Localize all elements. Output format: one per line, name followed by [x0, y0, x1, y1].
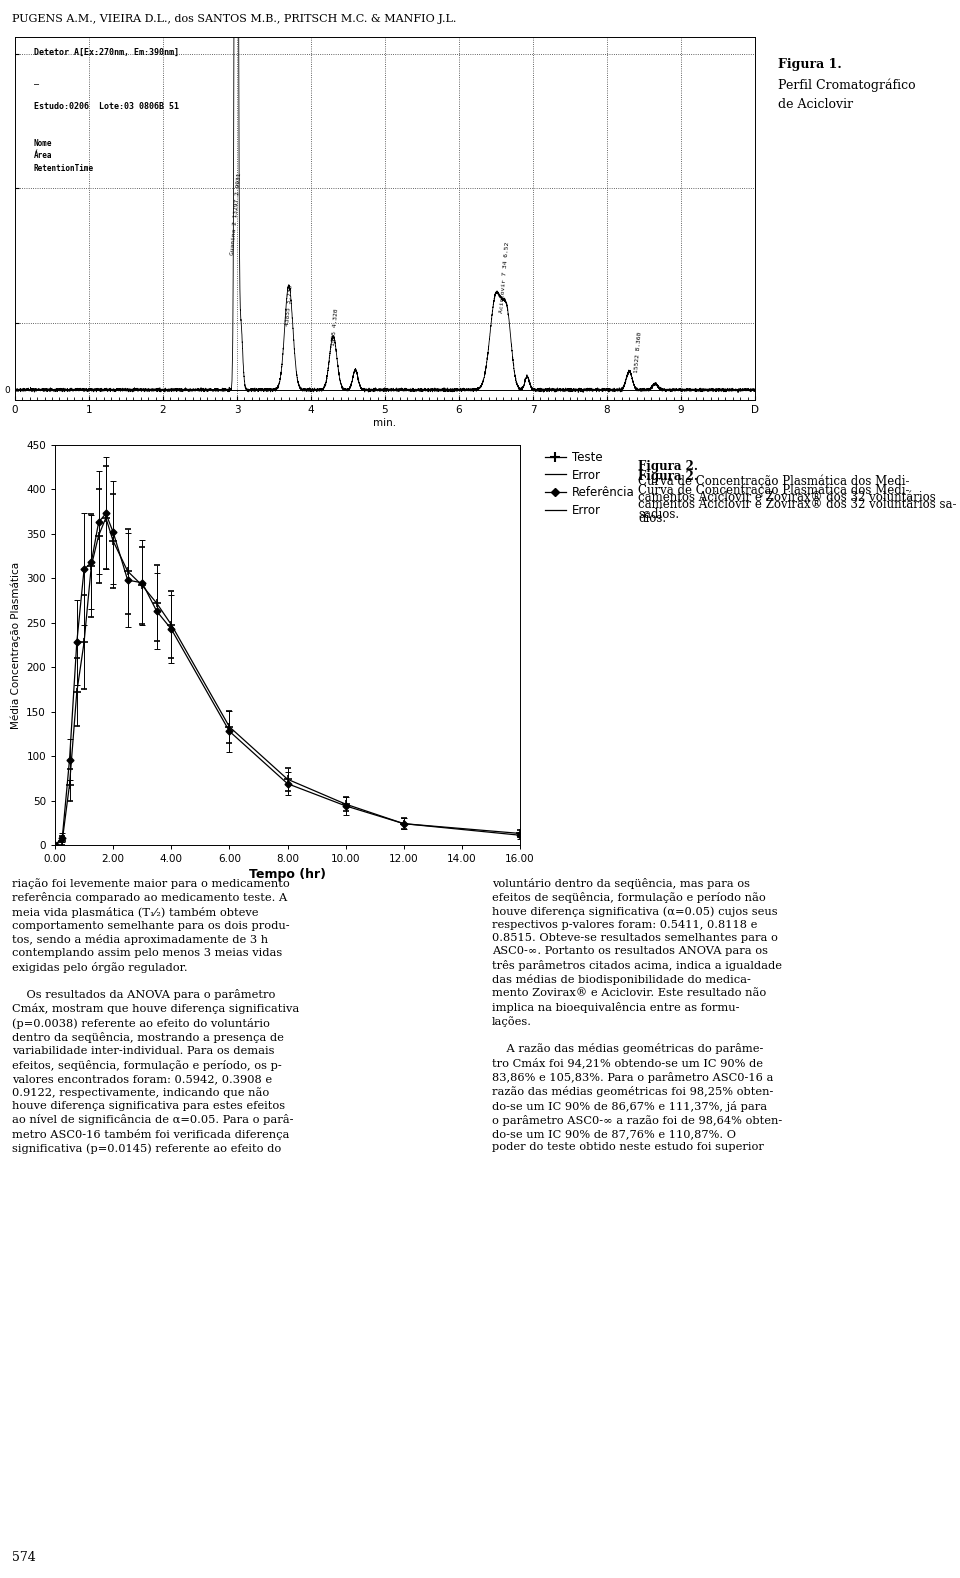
Text: 15522 8.360: 15522 8.360 — [634, 331, 642, 372]
Text: Perfil Cromatográfico: Perfil Cromatográfico — [778, 77, 916, 92]
Text: Curva de Concentração Plasmática dos Medi-
camentos Aciclovir e Zovirax® dos 32 : Curva de Concentração Plasmática dos Med… — [638, 473, 936, 521]
Text: voluntário dentro da seqüência, mas para os
efeitos de seqüência, formulação e p: voluntário dentro da seqüência, mas para… — [492, 877, 782, 1152]
Text: Figura 1.: Figura 1. — [778, 58, 842, 71]
Text: Figura 2.: Figura 2. — [638, 470, 698, 483]
Text: Guanina 2 13297 2 9931: Guanina 2 13297 2 9931 — [230, 174, 242, 256]
Y-axis label: Média Concentração Plasmática: Média Concentração Plasmática — [11, 562, 21, 729]
Text: camentos Aciclovir e Zovirax® dos 32 voluntários sa-: camentos Aciclovir e Zovirax® dos 32 vol… — [638, 499, 956, 511]
Text: Detetor A[Ex:270nm, Em:390nm]: Detetor A[Ex:270nm, Em:390nm] — [34, 47, 179, 57]
Legend: Teste, Error, Referência, Error: Teste, Error, Referência, Error — [544, 451, 635, 518]
X-axis label: Tempo (hr): Tempo (hr) — [249, 868, 326, 881]
X-axis label: min.: min. — [373, 418, 396, 428]
Text: Nome
Área
RetentionTime: Nome Área RetentionTime — [34, 139, 94, 172]
Text: —: — — [34, 80, 38, 90]
Text: PUGENS A.M., VIEIRA D.L., dos SANTOS M.B., PRITSCH M.C. & MANFIO J.L.: PUGENS A.M., VIEIRA D.L., dos SANTOS M.B… — [12, 14, 456, 24]
Text: Estudo:0206  Lote:03 0806B 51: Estudo:0206 Lote:03 0806B 51 — [34, 103, 179, 112]
Text: Aciclovir 7 34 6.52: Aciclovir 7 34 6.52 — [499, 241, 511, 312]
Text: 1435 4.320: 1435 4.320 — [331, 308, 340, 346]
Text: Curva de Concentração Plasmática dos Medi-: Curva de Concentração Plasmática dos Med… — [638, 484, 909, 497]
Text: Figura 2.: Figura 2. — [638, 461, 698, 473]
Text: de Aciclovir: de Aciclovir — [778, 98, 853, 110]
Text: 574: 574 — [12, 1551, 36, 1564]
Text: dios.: dios. — [638, 511, 666, 525]
Text: riação foi levemente maior para o medicamento
referência comparado ao medicament: riação foi levemente maior para o medica… — [12, 877, 300, 1154]
Text: 43855 3.735: 43855 3.735 — [285, 284, 294, 327]
